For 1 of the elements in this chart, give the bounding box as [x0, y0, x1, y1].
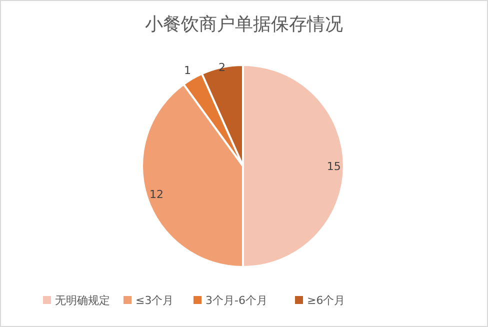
title: 小餐饮商户单据保存情况	[145, 14, 343, 35]
